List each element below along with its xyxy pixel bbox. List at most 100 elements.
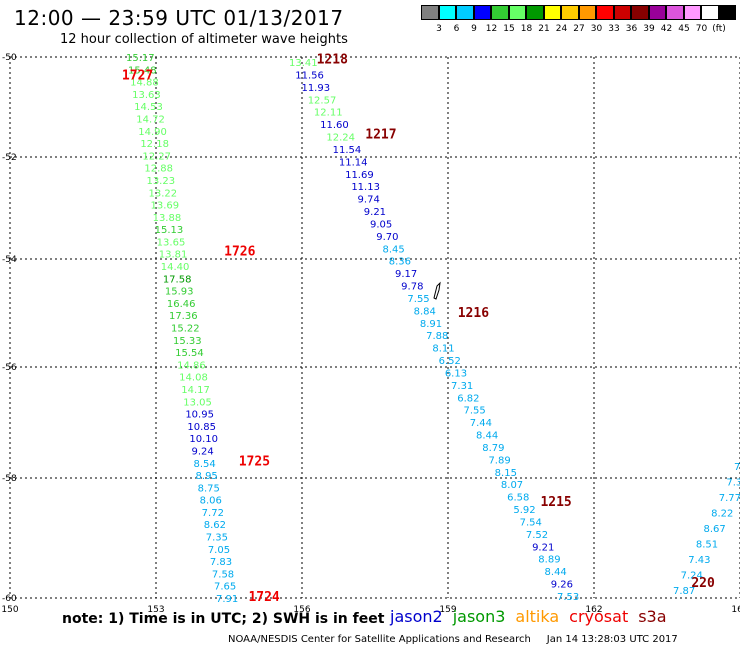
jason3-wave-value: 14.88 xyxy=(130,78,159,89)
jason2-wave-value: 7.31 xyxy=(451,381,473,392)
legend-swatch xyxy=(613,5,631,20)
track-wave-value: 7.77 xyxy=(719,493,740,504)
lat-tick-label: -56 xyxy=(2,363,17,373)
legend-swatch xyxy=(543,5,561,20)
jason2-wave-value: 5.92 xyxy=(513,505,535,516)
track-wave-value: 7.87 xyxy=(673,586,695,597)
legend-swatch xyxy=(648,5,666,20)
footer-credit: NOAA/NESDIS Center for Satellite Applica… xyxy=(228,634,678,645)
jason2-wave-value: 8.91 xyxy=(420,319,442,330)
jason2-wave-value: 9.21 xyxy=(532,542,554,553)
jason2-wave-value: 8.36 xyxy=(389,257,411,268)
legend-swatch xyxy=(701,5,719,20)
lat-tick-label: -50 xyxy=(2,53,17,63)
jason3-wave-value: 13.23 xyxy=(146,176,175,187)
jason3-wave-value: 10.95 xyxy=(185,410,214,421)
jason2-wave-value: 8.07 xyxy=(501,480,523,491)
jason2-wave-value: 9.26 xyxy=(551,580,573,591)
legend-swatch xyxy=(421,5,439,20)
track-wave-value: 7.3 xyxy=(726,478,740,489)
jason3-wave-value: 14.40 xyxy=(161,262,190,273)
track-wave-value: 7.43 xyxy=(688,555,710,566)
jason2-wave-value: 7.54 xyxy=(520,517,542,528)
jason2-wave-value: 6.52 xyxy=(439,356,461,367)
jason3-wave-value: 7.72 xyxy=(202,508,224,519)
jason3-wave-value: 15.13 xyxy=(155,225,184,236)
legend-swatch xyxy=(666,5,684,20)
jason3-wave-value: 8.54 xyxy=(194,459,216,470)
jason2-wave-value: 7.55 xyxy=(464,406,486,417)
legend-label: 33 xyxy=(608,24,620,34)
jason3-wave-value: 10.85 xyxy=(187,422,216,433)
legend-swatch xyxy=(718,5,736,20)
jason3-wave-value: 14.90 xyxy=(138,127,167,138)
pass-time-labels: 1727 1726 1725 1724 1218 1217 1216 1215 220 xyxy=(122,53,715,605)
jason3-wave-value: 13.22 xyxy=(149,188,178,199)
jason2-wave-value: 6.58 xyxy=(507,493,529,504)
jason3-wave-value: 12.88 xyxy=(144,164,173,175)
legend-swatch xyxy=(631,5,649,20)
satellite-name: altika xyxy=(515,607,560,626)
jason3-wave-value: 7.83 xyxy=(210,557,232,568)
satellite-name: jason2 xyxy=(390,607,443,626)
jason3-wave-value: 10.10 xyxy=(189,434,218,445)
jason2-wave-value: 7.89 xyxy=(488,455,510,466)
jason2-wave-value: 9.05 xyxy=(370,219,392,230)
track-wave-value: 8.67 xyxy=(704,524,726,535)
pass-time-label: 1726 xyxy=(224,244,255,259)
track-wave-value: 8.22 xyxy=(711,509,733,520)
jason3-wave-value: 12.27 xyxy=(142,151,171,162)
jason2-wave-value: 11.93 xyxy=(301,83,330,94)
legend-swatch xyxy=(561,5,579,20)
jason2-wave-value: 8.79 xyxy=(482,443,504,454)
lon-tick-label: 156 xyxy=(293,605,310,615)
pass-time-label: 1727 xyxy=(122,69,153,84)
pass-time-label: 1218 xyxy=(317,53,348,68)
jason2-wave-value: 9.17 xyxy=(395,269,417,280)
jason3-wave-value: 13.05 xyxy=(183,397,212,408)
legend-label: 27 xyxy=(573,24,585,34)
jason3-wave-value: 7.58 xyxy=(212,569,234,580)
jason3-wave-value: 7.05 xyxy=(208,545,230,556)
jason3-wave-value: 14.08 xyxy=(179,373,208,384)
lon-tick-label: 162 xyxy=(585,605,602,615)
jason2-wave-value: 8.11 xyxy=(432,344,454,355)
legend-swatch xyxy=(578,5,596,20)
legend-swatch xyxy=(473,5,491,20)
jason3-wave-value: 13.65 xyxy=(157,237,186,248)
lat-tick-label: -54 xyxy=(2,255,17,265)
jason3-wave-value: 15.54 xyxy=(175,348,204,359)
jason2-wave-value: 12.24 xyxy=(326,133,355,144)
legend-label: 15 xyxy=(503,24,515,34)
satellite-legend: jason2 jason3 altika cryosat s3a xyxy=(390,607,677,626)
track-wave-value: 8.51 xyxy=(696,540,718,551)
legend-label: 39 xyxy=(643,24,655,34)
jason3-wave-value: 15.33 xyxy=(173,336,202,347)
legend-swatch xyxy=(438,5,456,20)
jason2-wave-value: 8.44 xyxy=(545,567,567,578)
jason2-wave-value: 9.74 xyxy=(358,195,380,206)
pass-time-label: 220 xyxy=(691,576,715,591)
jason3-wave-value: 15.48 xyxy=(128,65,157,76)
lon-tick-label: 153 xyxy=(147,605,164,615)
track-wave-value: 7. xyxy=(734,462,740,473)
jason2-wave-value: 6.13 xyxy=(445,368,467,379)
legend-swatch xyxy=(596,5,614,20)
jason3-wave-value: 14.72 xyxy=(136,114,165,125)
jason3-wave-value: 12.18 xyxy=(140,139,169,150)
pass-time-label: 1725 xyxy=(239,454,270,469)
legend-swatch xyxy=(526,5,544,20)
jason2-wave-value: 11.69 xyxy=(345,170,374,181)
jason3-wave-value: 13.81 xyxy=(159,250,188,261)
jason2-wave-value: 8.89 xyxy=(538,555,560,566)
legend-label: 9 xyxy=(471,24,477,34)
jason2-wave-value: 11.60 xyxy=(320,120,349,131)
jason3-wave-value: 7.35 xyxy=(206,533,228,544)
jason3-wave-value: 15.93 xyxy=(165,287,194,298)
legend-swatch xyxy=(508,5,526,20)
satellite-name: s3a xyxy=(638,607,667,626)
pass-time-label: 1215 xyxy=(540,495,571,510)
satellite-name: cryosat xyxy=(569,607,629,626)
jason2-wave-value: 6.82 xyxy=(457,393,479,404)
